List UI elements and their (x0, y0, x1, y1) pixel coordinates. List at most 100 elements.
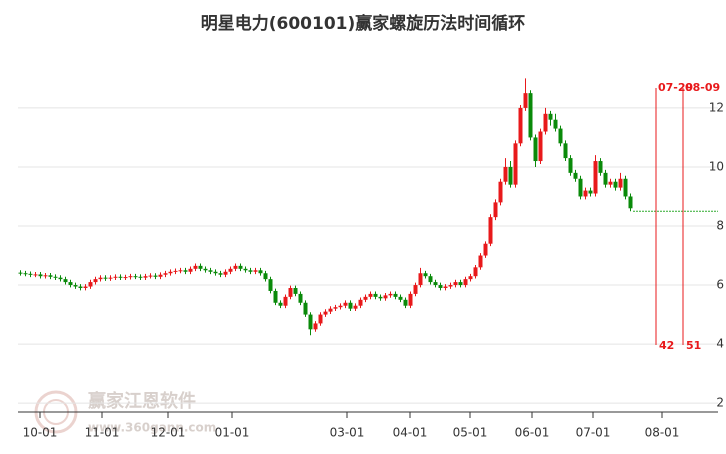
candle-body (488, 217, 493, 244)
candle-body (153, 275, 158, 277)
candle-body (433, 282, 438, 286)
candle-body (393, 293, 398, 297)
candle-body (38, 274, 43, 277)
candle-body (263, 273, 268, 280)
y-tick-label: 10 (709, 159, 724, 173)
candle-body (328, 308, 333, 312)
x-tick-label: 06-01 (515, 426, 550, 440)
candle-body (413, 285, 418, 294)
y-tick-label: 4 (716, 337, 724, 351)
candle-body (343, 302, 348, 306)
candle-body (318, 314, 323, 324)
candle-body (598, 161, 603, 173)
candle-body (268, 279, 273, 291)
candle-body (333, 307, 338, 309)
candle-body (188, 268, 193, 272)
candle-body (563, 143, 568, 159)
candle-body (233, 265, 238, 269)
x-tick-label: 07-01 (576, 426, 611, 440)
candle-body (133, 276, 138, 278)
candle-body (603, 172, 608, 185)
y-tick-label: 2 (716, 396, 724, 410)
candle-body (128, 276, 133, 278)
candle-body (118, 276, 123, 278)
watermark-name: 赢家江恩软件 (88, 390, 196, 412)
x-tick-label: 01-01 (215, 426, 250, 440)
candle-body (78, 286, 83, 288)
candle-body (73, 285, 78, 287)
candle-body (553, 119, 558, 129)
candle-body (528, 93, 533, 138)
cycle-count: 51 (686, 339, 701, 352)
candle-body (248, 270, 253, 272)
candle-body (243, 268, 248, 271)
candle-body (503, 166, 508, 182)
candle-body (398, 296, 403, 300)
candle-body (88, 282, 93, 287)
candle-body (568, 158, 573, 173)
candle-body (178, 270, 183, 272)
candle-body (308, 314, 313, 330)
candle-body (53, 276, 58, 278)
x-tick-label: 08-01 (645, 426, 680, 440)
candle-body (368, 293, 373, 297)
candle-body (223, 271, 228, 275)
candle-body (408, 293, 413, 306)
candle-body (548, 113, 553, 120)
candle-body (453, 282, 458, 286)
candle-body (508, 166, 513, 185)
candle-body (203, 268, 208, 271)
x-tick-label: 12-01 (151, 426, 186, 440)
candle-body (208, 270, 213, 272)
candle-body (583, 190, 588, 197)
candle-body (378, 296, 383, 299)
candle-body (623, 178, 628, 197)
candle-body (93, 279, 98, 283)
candle-body (48, 275, 53, 277)
candle-body (573, 172, 578, 179)
candle-body (198, 265, 203, 269)
candle-body (258, 270, 263, 274)
candle-body (558, 128, 563, 144)
candle-body (163, 273, 168, 275)
candle-body (43, 275, 48, 277)
y-tick-label: 8 (716, 219, 724, 233)
candle-body (423, 273, 428, 277)
y-tick-label: 6 (716, 278, 724, 292)
candle-body (358, 299, 363, 306)
x-tick-label: 10-01 (23, 426, 58, 440)
candle-body (238, 265, 243, 269)
candle-body (253, 270, 258, 272)
candle-body (298, 293, 303, 303)
candle-body (498, 181, 503, 203)
candle-body (158, 274, 163, 277)
candle-body (283, 296, 288, 306)
candle-body (478, 255, 483, 268)
candle-body (443, 286, 448, 288)
candle-body (418, 273, 423, 286)
cycle-date: 08-09 (685, 81, 720, 94)
candle-body (138, 276, 143, 278)
candle-body (323, 311, 328, 315)
candle-body (213, 271, 218, 274)
candle-body (348, 302, 353, 309)
cycle-count: 42 (659, 339, 674, 352)
candle-body (103, 277, 108, 279)
candle-body (273, 290, 278, 303)
candle-body (23, 273, 28, 275)
candle-body (353, 305, 358, 309)
y-tick-label: 12 (709, 100, 724, 114)
candle-body (493, 202, 498, 218)
candle-body (438, 285, 443, 288)
candle-body (218, 273, 223, 275)
candle-body (458, 282, 463, 286)
cycle-date: 07-29 (658, 81, 693, 94)
candle-body (123, 277, 128, 279)
candle-body (448, 285, 453, 287)
candle-body (58, 277, 63, 280)
x-tick-label: 05-01 (453, 426, 488, 440)
candle-body (28, 273, 33, 275)
candle-body (293, 288, 298, 294)
candle-body (98, 277, 103, 280)
